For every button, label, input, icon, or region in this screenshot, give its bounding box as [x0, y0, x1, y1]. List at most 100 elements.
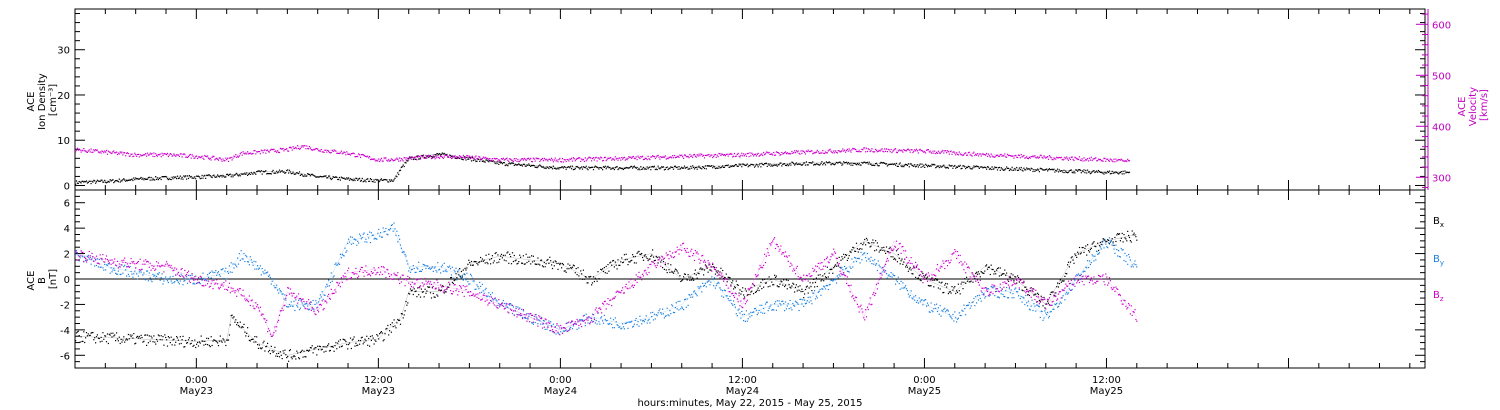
bx-series-point [1114, 236, 1116, 239]
density-series-point [419, 157, 422, 159]
by-series-point [1098, 253, 1100, 255]
density-series-point [591, 166, 593, 168]
by-series-point [528, 315, 530, 317]
density-series-point [560, 167, 562, 169]
bx-series-point [709, 269, 711, 271]
velocity-series-point [556, 159, 558, 161]
velocity-series-point [966, 154, 968, 156]
by-series-point [989, 294, 991, 296]
velocity-series-point [810, 150, 812, 152]
bx-series-point [126, 338, 128, 340]
density-series-point [135, 177, 137, 179]
velocity-series-point [848, 148, 850, 150]
bx-series-point [502, 254, 504, 256]
by-series-point [1011, 297, 1013, 299]
velocity-series-point [307, 147, 309, 150]
velocity-series-point [878, 150, 880, 152]
velocity-series-point [898, 149, 900, 151]
by-series-point [480, 285, 482, 287]
bx-series-point [338, 346, 341, 348]
density-series-point [680, 167, 682, 170]
velocity-series-point [194, 157, 196, 159]
density-series-point [136, 178, 139, 180]
x-tick-label-date: May25 [908, 386, 941, 397]
bx-series-point [669, 271, 671, 273]
bx-series-point [901, 258, 903, 260]
bx-series-point [456, 277, 458, 279]
density-series-point [233, 174, 235, 176]
velocity-series-point [335, 150, 337, 152]
velocity-series-point [275, 150, 277, 152]
bx-series-point [1127, 230, 1129, 232]
velocity-series-point [99, 151, 101, 153]
by-series-point [510, 303, 512, 305]
velocity-series-point [144, 154, 146, 156]
velocity-series-point [996, 154, 998, 156]
bx-series-point [404, 310, 406, 312]
velocity-series-point [449, 154, 451, 156]
bx-series-point [319, 346, 321, 348]
density-series-point [405, 162, 407, 164]
bx-series-point [491, 255, 493, 257]
velocity-series-point [606, 158, 608, 161]
by-series-point [351, 236, 353, 238]
bx-series-point [1070, 257, 1072, 259]
density-series-point [83, 181, 85, 183]
bx-series-point [707, 271, 709, 273]
density-series-point [379, 180, 381, 182]
velocity-series-point [1072, 158, 1074, 161]
by-series-point [810, 300, 812, 302]
density-series-point [319, 175, 321, 177]
by-series-point [524, 317, 526, 319]
density-series-point [80, 182, 82, 184]
bx-series-point [623, 254, 625, 256]
density-series-point [101, 179, 103, 181]
density-series-point [105, 181, 107, 183]
bx-series-point [652, 256, 655, 258]
bx-series-point [99, 341, 101, 343]
bx-series-point [1076, 256, 1078, 258]
bx-series-point [892, 256, 894, 258]
by-series-point [328, 279, 330, 281]
bx-series-point [821, 279, 823, 281]
density-series-point [697, 166, 699, 168]
velocity-series-point [385, 157, 387, 159]
velocity-series-point [100, 152, 102, 154]
velocity-series-point [1049, 156, 1051, 158]
bx-series-point [160, 335, 162, 337]
bx-series-point [590, 275, 592, 278]
bx-series-point [852, 246, 854, 248]
bx-series-point [784, 285, 786, 288]
x-tick-label-time: 0:00 [185, 375, 207, 386]
velocity-series-point [727, 155, 729, 157]
density-series-point [410, 156, 412, 158]
velocity-series-point [551, 157, 553, 159]
density-series-point [414, 158, 416, 160]
bx-series-point [1031, 290, 1033, 292]
bx-series-point [983, 272, 985, 274]
bx-series-point [1012, 274, 1014, 276]
velocity-series-point [579, 157, 581, 159]
by-series-point [756, 314, 758, 316]
by-series-point [873, 263, 875, 265]
density-series-point [264, 170, 266, 173]
density-series-point [166, 178, 169, 180]
density-series-point [751, 163, 753, 166]
by-series-point [1131, 264, 1133, 266]
density-series-point [1057, 168, 1059, 170]
bx-series-point [274, 346, 276, 348]
velocity-series-point [281, 148, 283, 150]
by-series-point [865, 257, 867, 259]
velocity-series-point [430, 158, 433, 160]
density-series-point [686, 166, 688, 168]
density-series-point [308, 173, 311, 176]
velocity-series-point [1087, 158, 1089, 160]
velocity-series-point [406, 157, 408, 159]
by-series-point [598, 321, 600, 323]
bx-series-point [734, 287, 736, 289]
bx-series-point [228, 334, 230, 336]
bx-series-point [616, 268, 618, 270]
by-series-point [688, 294, 690, 296]
bx-series-point [541, 265, 544, 267]
density-series-point [767, 163, 769, 165]
